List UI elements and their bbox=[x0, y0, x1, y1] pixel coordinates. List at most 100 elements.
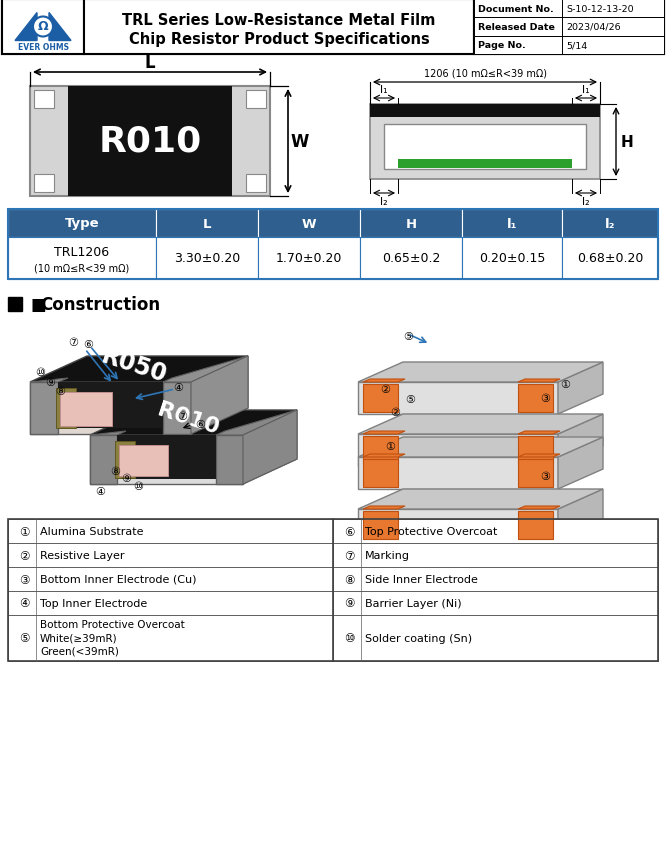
Text: ②: ② bbox=[380, 385, 390, 394]
Bar bbox=[474, 0, 664, 19]
Text: ③: ③ bbox=[19, 573, 29, 586]
Text: 0.68±0.20: 0.68±0.20 bbox=[577, 252, 643, 265]
Text: Solder coating (Sn): Solder coating (Sn) bbox=[365, 633, 472, 643]
Polygon shape bbox=[558, 363, 603, 414]
Bar bbox=[8, 519, 658, 661]
Bar bbox=[8, 544, 333, 567]
Bar bbox=[474, 36, 664, 55]
Text: R010: R010 bbox=[99, 125, 202, 159]
Text: H: H bbox=[621, 135, 633, 150]
Polygon shape bbox=[518, 436, 553, 464]
Text: l₁: l₁ bbox=[507, 217, 517, 230]
Text: 0.65±0.2: 0.65±0.2 bbox=[382, 252, 440, 265]
Text: Top Protective Overcoat: Top Protective Overcoat bbox=[365, 527, 498, 537]
Text: 5/14: 5/14 bbox=[566, 41, 587, 51]
Text: L: L bbox=[145, 54, 155, 72]
Polygon shape bbox=[363, 431, 405, 435]
Text: 3.30±0.20: 3.30±0.20 bbox=[174, 252, 240, 265]
Text: Resistive Layer: Resistive Layer bbox=[40, 550, 125, 560]
Polygon shape bbox=[358, 414, 603, 435]
Bar bbox=[156, 210, 258, 238]
Bar bbox=[119, 446, 168, 476]
Bar bbox=[333, 544, 658, 567]
Polygon shape bbox=[58, 382, 163, 429]
Polygon shape bbox=[216, 410, 297, 436]
Bar bbox=[370, 105, 600, 118]
Bar bbox=[115, 441, 135, 479]
Text: W: W bbox=[302, 217, 316, 230]
Polygon shape bbox=[363, 506, 405, 510]
Text: ⑨: ⑨ bbox=[344, 597, 354, 609]
Text: l₁: l₁ bbox=[380, 85, 388, 95]
Polygon shape bbox=[163, 382, 191, 435]
Text: R050: R050 bbox=[98, 344, 170, 387]
Text: ⑧: ⑧ bbox=[110, 467, 120, 476]
Bar bbox=[474, 0, 664, 55]
Text: L: L bbox=[202, 217, 211, 230]
Polygon shape bbox=[30, 382, 58, 435]
Polygon shape bbox=[30, 382, 191, 435]
Text: TRL Series Low-Resistance Metal Film: TRL Series Low-Resistance Metal Film bbox=[123, 14, 436, 29]
Text: Alumina Substrate: Alumina Substrate bbox=[40, 527, 143, 537]
Text: ⑤: ⑤ bbox=[405, 394, 415, 404]
Text: Document No.: Document No. bbox=[478, 5, 553, 14]
Bar bbox=[246, 175, 266, 192]
Polygon shape bbox=[163, 356, 248, 382]
Polygon shape bbox=[49, 14, 71, 41]
Bar bbox=[246, 91, 266, 109]
Text: S-10-12-13-20: S-10-12-13-20 bbox=[566, 5, 633, 14]
Bar bbox=[462, 210, 562, 238]
Polygon shape bbox=[358, 437, 603, 457]
Bar bbox=[562, 238, 658, 279]
Text: Side Inner Electrode: Side Inner Electrode bbox=[365, 574, 478, 584]
Text: ③: ③ bbox=[540, 393, 550, 403]
Bar bbox=[30, 87, 270, 197]
Text: Marking: Marking bbox=[365, 550, 410, 560]
Text: ⑥: ⑥ bbox=[195, 419, 205, 430]
Text: Type: Type bbox=[65, 217, 99, 230]
Bar bbox=[84, 0, 474, 55]
Polygon shape bbox=[30, 356, 248, 382]
Text: R010: R010 bbox=[155, 400, 222, 438]
Text: ⑩: ⑩ bbox=[133, 481, 143, 491]
Bar bbox=[8, 615, 333, 661]
Polygon shape bbox=[90, 410, 297, 436]
Polygon shape bbox=[117, 436, 216, 479]
Bar bbox=[56, 388, 76, 429]
Bar bbox=[333, 592, 658, 615]
Bar bbox=[8, 210, 156, 238]
Bar bbox=[333, 567, 658, 592]
Text: Released Date: Released Date bbox=[478, 23, 555, 32]
Text: Green(<39mR): Green(<39mR) bbox=[40, 646, 119, 656]
Polygon shape bbox=[243, 410, 297, 484]
Text: ■: ■ bbox=[30, 295, 46, 314]
Text: ⑨: ⑨ bbox=[45, 377, 55, 387]
Bar bbox=[562, 210, 658, 238]
Polygon shape bbox=[518, 454, 560, 457]
Text: l₂: l₂ bbox=[380, 197, 388, 207]
Polygon shape bbox=[358, 435, 558, 467]
Text: Construction: Construction bbox=[40, 295, 160, 314]
Text: ⑩: ⑩ bbox=[35, 368, 45, 377]
Text: ⑧: ⑧ bbox=[344, 573, 354, 586]
Bar bbox=[2, 0, 84, 55]
Text: ⑦: ⑦ bbox=[344, 549, 354, 562]
Polygon shape bbox=[518, 431, 560, 435]
Bar bbox=[333, 615, 658, 661]
Bar bbox=[8, 592, 333, 615]
Polygon shape bbox=[90, 431, 126, 436]
Text: ②: ② bbox=[19, 549, 29, 562]
Text: Bottom Protective Overcoat: Bottom Protective Overcoat bbox=[40, 619, 184, 630]
Polygon shape bbox=[363, 454, 405, 457]
Polygon shape bbox=[518, 506, 560, 510]
Text: Top Inner Electrode: Top Inner Electrode bbox=[40, 598, 147, 609]
Text: TRL1206: TRL1206 bbox=[55, 246, 110, 259]
Text: W: W bbox=[291, 133, 309, 151]
Text: ①: ① bbox=[385, 441, 395, 452]
Polygon shape bbox=[518, 380, 560, 382]
Polygon shape bbox=[191, 356, 248, 435]
Text: ①: ① bbox=[19, 525, 29, 538]
Text: 1206 (10 mΩ≤R<39 mΩ): 1206 (10 mΩ≤R<39 mΩ) bbox=[424, 68, 547, 78]
Polygon shape bbox=[363, 459, 398, 488]
Bar bbox=[68, 87, 232, 197]
